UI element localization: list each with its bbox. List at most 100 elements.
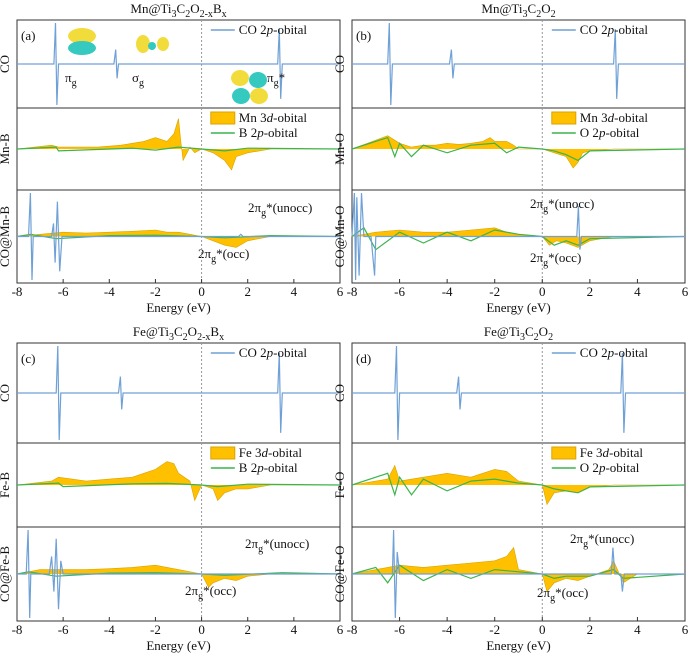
- dos-curve: [352, 345, 685, 441]
- legend-swatch: [551, 111, 577, 125]
- panel-title-part: C: [528, 1, 537, 16]
- x-tick-label: -6: [394, 622, 405, 637]
- legend-label-part: -obital: [614, 22, 648, 37]
- annotation-part: 2π: [198, 246, 212, 261]
- legend-label-part: -obital: [273, 22, 307, 37]
- legend-label-part: Fe 3: [580, 445, 603, 460]
- legend-label-part: d: [608, 110, 615, 125]
- x-tick-label: -8: [347, 284, 358, 299]
- panel-title-part: 2: [183, 332, 188, 343]
- legend-label-part: p: [607, 22, 615, 37]
- panel-title: Mn@Ti3C2O2: [481, 1, 555, 20]
- legend-label-part: Fe 3: [239, 445, 262, 460]
- isosurface: [157, 37, 169, 51]
- legend-swatch: [210, 446, 236, 460]
- panel-title-part: C: [525, 324, 534, 339]
- x-tick-label: -2: [150, 622, 161, 637]
- orbital-isosurfaces: [68, 28, 268, 104]
- annotation-part: 2π: [185, 583, 199, 598]
- legend-label: Mn 3d-obital: [580, 110, 649, 125]
- annotation-part: *(occ): [548, 250, 581, 265]
- legend-label-part: -obital: [273, 345, 307, 360]
- panel-title-part: 3: [169, 332, 174, 343]
- annotation-part: g: [211, 254, 216, 265]
- panel-title-part: x: [219, 332, 224, 343]
- legend-label-part: -obital: [614, 110, 648, 125]
- y-axis-label: Fe-O: [332, 472, 347, 499]
- x-tick-label: -6: [58, 622, 69, 637]
- panel-title-part: 2-x: [197, 332, 210, 343]
- legend-swatch: [551, 446, 577, 460]
- isosurface: [249, 72, 267, 88]
- y-axis-label: CO: [332, 384, 347, 402]
- legend-label: O 2p-obital: [580, 125, 640, 140]
- annotation-part: π: [267, 70, 274, 85]
- panel-title-part: 2: [548, 332, 553, 343]
- x-tick-label: -4: [104, 622, 115, 637]
- legend-label-part: p: [598, 125, 606, 140]
- x-tick-label: 6: [337, 622, 344, 637]
- legend-label-part: B 2: [239, 125, 257, 140]
- isosurface: [68, 28, 96, 44]
- x-tick-label: 4: [291, 622, 298, 637]
- x-tick-label: 0: [198, 622, 205, 637]
- annotation: 2πg*(unocc): [570, 531, 634, 550]
- y-axis-label: CO@Fe-B: [0, 546, 12, 602]
- dos-curve: [16, 118, 340, 171]
- legend-label: B 2p-obital: [239, 125, 298, 140]
- legend-label-part: -obital: [614, 345, 648, 360]
- legend-label-part: -obital: [609, 445, 643, 460]
- x-tick-label: 0: [539, 284, 546, 299]
- panel-title-part: 2: [536, 9, 541, 20]
- annotation-part: 2π: [530, 196, 544, 211]
- panel-title-part: 2: [551, 9, 556, 20]
- legend-label-part: d: [267, 110, 274, 125]
- x-tick-label: -8: [12, 622, 23, 637]
- legend-label-part: d: [262, 445, 269, 460]
- panel-title-part: Mn@Ti: [130, 1, 172, 16]
- dos-curve: [352, 529, 685, 619]
- legend-label-part: -obital: [605, 460, 639, 475]
- y-axis-label: CO@Mn-B: [0, 206, 12, 267]
- annotation: πg*: [267, 70, 285, 89]
- annotation: 2πg*(unocc): [248, 200, 312, 219]
- annotation: 2πg*(occ): [198, 246, 249, 265]
- panel-title-part: 3: [523, 9, 528, 20]
- annotation-part: 2π: [530, 250, 544, 265]
- x-tick-label: -2: [489, 284, 500, 299]
- annotation-part: *(unocc): [263, 536, 309, 551]
- annotation-part: g: [543, 204, 548, 215]
- legend-label-part: O 2: [580, 125, 599, 140]
- panel-title-part: Fe@Ti: [133, 324, 169, 339]
- annotation-part: *(occ): [216, 246, 249, 261]
- annotation-part: *(unocc): [588, 531, 634, 546]
- annotation: πg: [65, 70, 77, 89]
- legend-label: CO 2p-obital: [239, 22, 308, 37]
- x-tick-label: -8: [12, 284, 23, 299]
- legend-label-part: p: [256, 460, 264, 475]
- dos-curve: [16, 564, 340, 588]
- x-tick-label: -6: [394, 284, 405, 299]
- legend-label-part: -obital: [264, 460, 298, 475]
- dos-curve: [17, 529, 340, 619]
- legend-label-part: CO 2: [580, 345, 608, 360]
- annotation-part: 2π: [537, 585, 551, 600]
- dos-curve: [16, 229, 340, 248]
- annotation-part: 2π: [248, 200, 262, 215]
- panel-title-part: Fe@Ti: [484, 324, 520, 339]
- annotation-part: g: [274, 78, 279, 89]
- x-tick-label: 6: [682, 284, 689, 299]
- y-axis-label: CO: [332, 55, 347, 73]
- annotation-part: *: [279, 70, 286, 85]
- panel-title-part: 3: [520, 332, 525, 343]
- dos-curve: [352, 22, 685, 106]
- panel-label: (c): [21, 351, 35, 366]
- annotation: 2πg*(occ): [185, 583, 236, 602]
- legend-label-part: B 2: [239, 460, 257, 475]
- annotation-part: π: [65, 70, 72, 85]
- isosurface: [250, 88, 268, 104]
- x-tick-label: -8: [347, 622, 358, 637]
- dos-curve: [351, 546, 685, 593]
- panel-title-part: 2-x: [200, 9, 213, 20]
